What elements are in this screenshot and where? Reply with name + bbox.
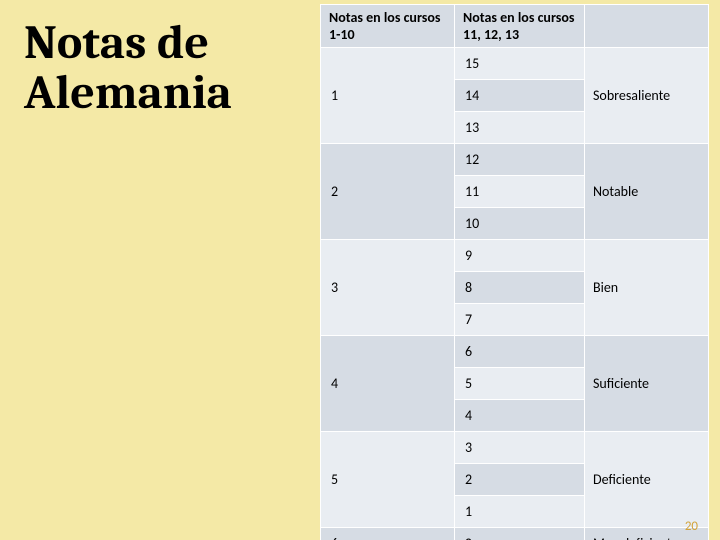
grade-cell: 5 (321, 432, 455, 528)
points-cell: 4 (455, 400, 585, 432)
grade-cell: 1 (321, 48, 455, 144)
points-cell: 14 (455, 80, 585, 112)
slide: Notas de Alemania Notas en los cursos 1-… (0, 0, 720, 540)
table-row: 115Sobresaliente (321, 48, 709, 80)
table-body: 115Sobresaliente1413212Notable111039Bien… (321, 48, 709, 540)
table-row: 212Notable (321, 144, 709, 176)
label-cell: Suficiente (585, 336, 709, 432)
points-cell: 2 (455, 464, 585, 496)
points-cell: 3 (455, 432, 585, 464)
points-cell: 12 (455, 144, 585, 176)
points-cell: 1 (455, 496, 585, 528)
table-row: 60Muy deficiente (321, 528, 709, 540)
title-area: Notas de Alemania (0, 0, 320, 540)
label-cell: Bien (585, 240, 709, 336)
table-header-cell (585, 5, 709, 48)
points-cell: 10 (455, 208, 585, 240)
points-cell: 8 (455, 272, 585, 304)
grade-cell: 2 (321, 144, 455, 240)
table-row: 53Deficiente (321, 432, 709, 464)
points-cell: 0 (455, 528, 585, 540)
points-cell: 15 (455, 48, 585, 80)
slide-title: Notas de Alemania (24, 18, 310, 119)
page-number: 20 (685, 519, 698, 534)
points-cell: 5 (455, 368, 585, 400)
table-row: 39Bien (321, 240, 709, 272)
table-header-cell: Notas en los cursos 11, 12, 13 (455, 5, 585, 48)
table-area: Notas en los cursos 1-10Notas en los cur… (320, 0, 720, 540)
grades-table: Notas en los cursos 1-10Notas en los cur… (320, 4, 709, 540)
points-cell: 13 (455, 112, 585, 144)
table-header-cell: Notas en los cursos 1-10 (321, 5, 455, 48)
points-cell: 6 (455, 336, 585, 368)
points-cell: 7 (455, 304, 585, 336)
table-row: 46Suficiente (321, 336, 709, 368)
points-cell: 9 (455, 240, 585, 272)
grade-cell: 4 (321, 336, 455, 432)
grade-cell: 3 (321, 240, 455, 336)
table-head: Notas en los cursos 1-10Notas en los cur… (321, 5, 709, 48)
points-cell: 11 (455, 176, 585, 208)
label-cell: Deficiente (585, 432, 709, 528)
grade-cell: 6 (321, 528, 455, 540)
label-cell: Notable (585, 144, 709, 240)
label-cell: Sobresaliente (585, 48, 709, 144)
